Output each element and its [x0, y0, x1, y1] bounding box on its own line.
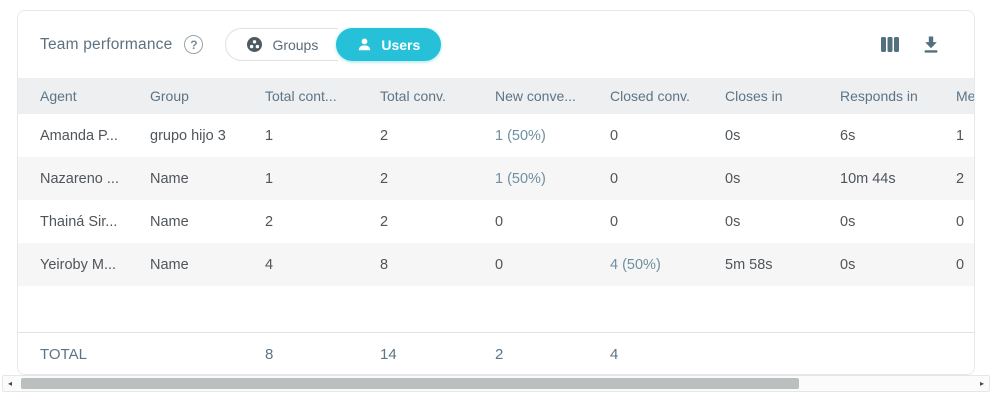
scroll-right-arrow-icon[interactable]: ▸: [979, 379, 984, 388]
total-label: TOTAL: [40, 346, 87, 363]
col-header-total-conv[interactable]: Total conv.: [380, 88, 446, 104]
new-conv: 0: [495, 213, 504, 230]
scrollbar-track[interactable]: [17, 376, 975, 391]
responds-in: 10m 44s: [840, 170, 896, 187]
groups-tab-label: Groups: [272, 36, 319, 53]
total-conv: 2: [380, 213, 389, 230]
columns-icon[interactable]: [880, 36, 900, 53]
header-actions: [880, 11, 940, 78]
me-value: 2: [956, 170, 965, 187]
agent-name: Thainá Sir...: [40, 213, 118, 230]
new-conv: 1 (50%): [495, 170, 546, 187]
closed-conv: 0: [610, 213, 619, 230]
new-conv-sum: 2: [495, 346, 504, 363]
groups-tab[interactable]: Groups: [225, 28, 339, 61]
users-tab-active[interactable]: Users: [336, 28, 442, 61]
total-conv: 8: [380, 256, 389, 273]
user-icon: [357, 37, 372, 52]
responds-in: 0s: [840, 213, 856, 230]
agent-name: Nazareno ...: [40, 170, 119, 187]
groups-icon: [246, 36, 263, 53]
team-performance-table: Agent Group Total cont... Total conv. Ne…: [18, 78, 975, 374]
col-header-closed-conv[interactable]: Closed conv.: [610, 88, 690, 104]
closed-conv: 0: [610, 127, 619, 144]
closes-in: 5m 58s: [725, 256, 773, 273]
closed-conv: 4 (50%): [610, 256, 661, 273]
table-row[interactable]: Yeiroby M... Name 4 8 0 4 (50%) 5m 58s 0…: [18, 243, 974, 286]
me-value: 1: [956, 127, 965, 144]
total-conv: 2: [380, 127, 389, 144]
col-header-agent[interactable]: Agent: [40, 88, 77, 104]
col-header-closes-in[interactable]: Closes in: [725, 88, 783, 104]
card-header: Team performance ? Groups: [18, 11, 974, 78]
table-row[interactable]: Amanda P... grupo hijo 3 1 2 1 (50%) 0 0…: [18, 114, 974, 157]
total-conv: 2: [380, 170, 389, 187]
team-performance-card: Team performance ? Groups: [17, 10, 975, 375]
group-name: Name: [150, 170, 189, 187]
closed-conv-sum: 4: [610, 346, 619, 363]
horizontal-scrollbar[interactable]: ◂ ▸: [2, 375, 990, 392]
responds-in: 0s: [840, 256, 856, 273]
me-value: 0: [956, 213, 965, 230]
closes-in: 0s: [725, 213, 741, 230]
groups-users-toggle: Groups Users: [225, 28, 442, 61]
group-name: Name: [150, 256, 189, 273]
me-value: 0: [956, 256, 965, 273]
closed-conv: 0: [610, 170, 619, 187]
col-header-responds-in[interactable]: Responds in: [840, 88, 918, 104]
col-header-group[interactable]: Group: [150, 88, 189, 104]
col-header-me[interactable]: Me: [956, 88, 975, 104]
scroll-left-arrow-icon[interactable]: ◂: [7, 379, 12, 388]
total-row: TOTAL 8 14 2 4: [18, 332, 974, 374]
users-tab-label: Users: [381, 36, 421, 53]
col-header-total-cont[interactable]: Total cont...: [265, 88, 337, 104]
table-row[interactable]: Nazareno ... Name 1 2 1 (50%) 0 0s 10m 4…: [18, 157, 974, 200]
download-icon[interactable]: [922, 35, 940, 54]
scrollbar-thumb[interactable]: [21, 378, 799, 389]
col-header-new-conv[interactable]: New conve...: [495, 88, 576, 104]
total-cont: 1: [265, 127, 274, 144]
total-cont-sum: 8: [265, 346, 274, 363]
agent-name: Amanda P...: [40, 127, 118, 144]
page-title: Team performance: [40, 35, 173, 53]
table-header-row: Agent Group Total cont... Total conv. Ne…: [18, 78, 975, 114]
group-name: Name: [150, 213, 189, 230]
total-cont: 4: [265, 256, 274, 273]
agent-name: Yeiroby M...: [40, 256, 117, 273]
total-cont: 2: [265, 213, 274, 230]
new-conv: 0: [495, 256, 504, 273]
new-conv: 1 (50%): [495, 127, 546, 144]
help-icon[interactable]: ?: [184, 35, 204, 54]
closes-in: 0s: [725, 170, 741, 187]
total-conv-sum: 14: [380, 346, 397, 363]
group-name: grupo hijo 3: [150, 127, 226, 144]
table-empty-space: [18, 286, 974, 332]
table-row[interactable]: Thainá Sir... Name 2 2 0 0 0s 0s 0: [18, 200, 974, 243]
total-cont: 1: [265, 170, 274, 187]
closes-in: 0s: [725, 127, 741, 144]
responds-in: 6s: [840, 127, 856, 144]
